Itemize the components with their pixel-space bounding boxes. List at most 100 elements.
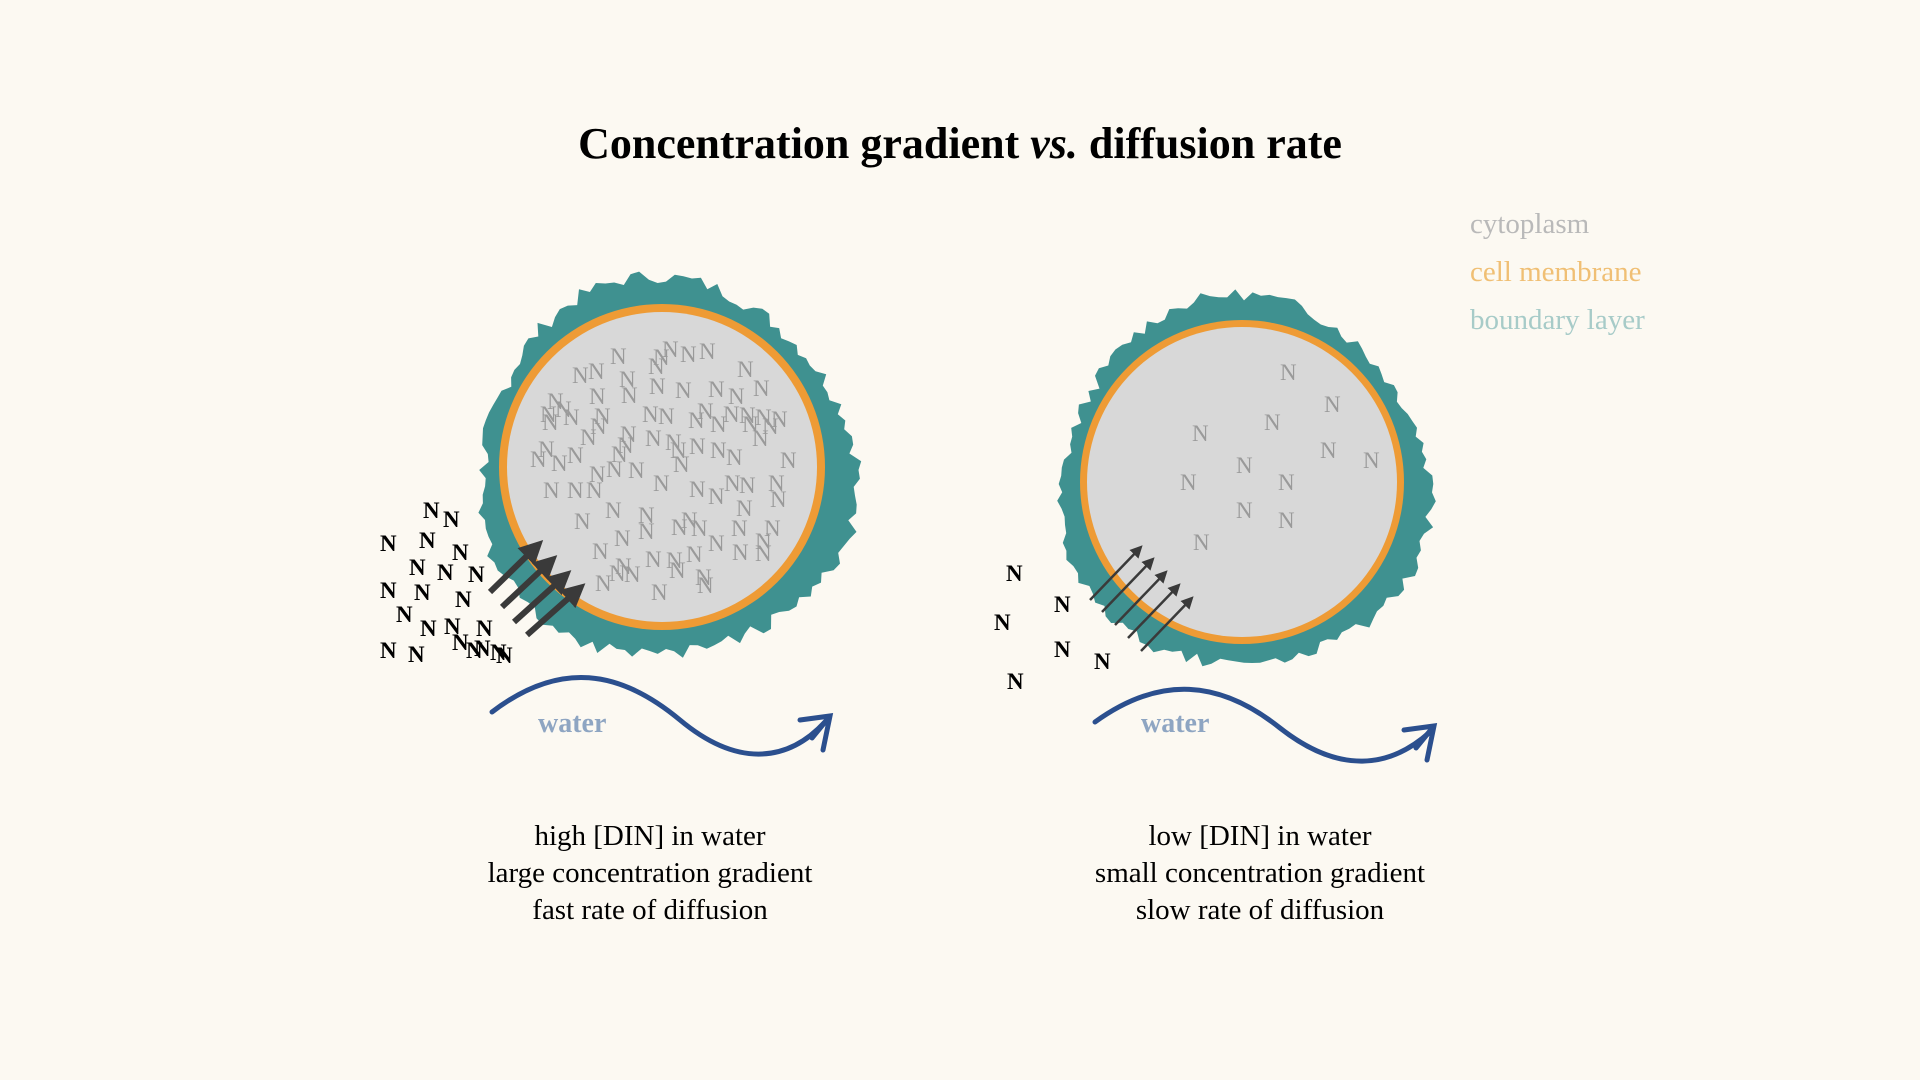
n-symbol: N xyxy=(1192,421,1209,446)
n-symbol: N xyxy=(468,562,485,587)
n-symbol: N xyxy=(737,357,754,382)
n-symbol: N xyxy=(688,408,705,433)
water-label-high: water xyxy=(538,708,606,739)
n-symbol: N xyxy=(567,478,584,503)
caption-line: large concentration gradient xyxy=(487,857,813,889)
n-symbol: N xyxy=(689,477,706,502)
n-symbol: N xyxy=(736,496,753,521)
n-symbol: N xyxy=(697,399,714,424)
cytoplasm-low xyxy=(1087,327,1397,637)
n-symbol: N xyxy=(444,614,461,639)
n-symbol: N xyxy=(638,519,655,544)
n-symbol: N xyxy=(1264,410,1281,435)
n-symbol: N xyxy=(642,402,659,427)
n-symbol: N xyxy=(651,580,668,605)
n-symbol: N xyxy=(768,471,785,496)
n-symbol: N xyxy=(409,555,426,580)
diffusion-arrow xyxy=(487,539,544,595)
n-symbol: N xyxy=(396,602,413,627)
caption-line: high [DIN] in water xyxy=(534,820,766,852)
n-symbol: N xyxy=(645,547,662,572)
n-symbol: N xyxy=(574,509,591,534)
n-symbol: N xyxy=(638,503,655,528)
n-symbol: N xyxy=(1278,470,1295,495)
n-symbol: N xyxy=(617,433,634,458)
diffusion-arrow xyxy=(1089,545,1143,601)
n-symbol: N xyxy=(681,508,698,533)
n-symbol: N xyxy=(611,442,628,467)
n-symbol: N xyxy=(547,389,564,414)
caption-line: small concentration gradient xyxy=(1094,857,1426,889)
n-symbol: N xyxy=(605,498,622,523)
n-symbol: N xyxy=(380,578,397,603)
caption-line: fast rate of diffusion xyxy=(532,894,768,926)
n-symbol: N xyxy=(606,457,623,482)
n-symbol: N xyxy=(708,531,725,556)
diffusion-arrow xyxy=(525,583,586,638)
n-symbol: N xyxy=(670,438,687,463)
n-symbol: N xyxy=(673,452,690,477)
n-symbol: N xyxy=(708,377,725,402)
title-rest: diffusion rate xyxy=(1077,119,1342,168)
water-flow-low: water xyxy=(1092,686,1438,764)
n-symbol: N xyxy=(540,402,557,427)
n-symbol: N xyxy=(742,412,759,437)
n-symbol: N xyxy=(686,542,703,567)
n-symbol: N xyxy=(780,448,797,473)
n-symbol: N xyxy=(414,580,431,605)
n-symbol: N xyxy=(1363,448,1380,473)
diffusion-arrow xyxy=(1101,557,1155,613)
water-arrowhead xyxy=(1401,723,1438,763)
n-symbol: N xyxy=(580,425,597,450)
caption-line: low [DIN] in water xyxy=(1148,820,1372,852)
n-symbol: N xyxy=(590,414,607,439)
outer-n-group-high: N NN N NN N NN N NNN N NN NN N N NN xyxy=(380,498,513,668)
n-symbol: N xyxy=(1280,360,1297,385)
diagram-title: Concentration gradient vs. diffusion rat… xyxy=(0,118,1920,169)
n-symbol: N xyxy=(689,434,706,459)
legend-cytoplasm: cytoplasm xyxy=(1470,208,1590,240)
caption-low: low [DIN] in water small concentration g… xyxy=(1000,818,1520,929)
n-symbol: N xyxy=(731,516,748,541)
n-symbol: N xyxy=(542,410,559,435)
n-symbol: N xyxy=(614,526,631,551)
n-symbol: N xyxy=(649,374,666,399)
n-symbol: N xyxy=(490,640,507,665)
n-symbol: N xyxy=(1236,453,1253,478)
n-symbol: N xyxy=(615,554,632,579)
n-symbol: N xyxy=(691,516,708,541)
n-symbol: N xyxy=(755,529,772,554)
n-symbol: N xyxy=(1193,530,1210,555)
n-symbol: N xyxy=(724,471,741,496)
legend-boundary-layer: boundary layer xyxy=(1470,304,1645,336)
n-symbol: N xyxy=(1054,592,1071,617)
n-symbol: N xyxy=(476,616,493,641)
n-symbol: N xyxy=(764,516,781,541)
n-symbol: N xyxy=(1320,438,1337,463)
n-symbol: N xyxy=(589,462,606,487)
n-symbol: N xyxy=(628,458,645,483)
n-symbol: N xyxy=(662,337,679,362)
n-symbol: N xyxy=(1236,498,1253,523)
n-symbol: N xyxy=(708,484,725,509)
n-symbol: N xyxy=(538,437,555,462)
n-symbol: N xyxy=(437,560,454,585)
n-symbol: N xyxy=(589,384,606,409)
n-symbol: N xyxy=(380,638,397,663)
n-symbol: N xyxy=(762,414,779,439)
n-symbol: N xyxy=(419,528,436,553)
n-symbol: N xyxy=(739,473,756,498)
cytoplasm-high xyxy=(507,312,817,622)
title-italic: vs. xyxy=(1030,119,1078,168)
n-symbol: N xyxy=(697,573,714,598)
water-arrowhead xyxy=(797,713,834,753)
n-symbol: N xyxy=(1094,649,1111,674)
n-symbol: N xyxy=(1054,637,1071,662)
n-symbol: N xyxy=(658,404,675,429)
n-symbol: N xyxy=(572,363,589,388)
n-symbol: N xyxy=(408,642,425,667)
